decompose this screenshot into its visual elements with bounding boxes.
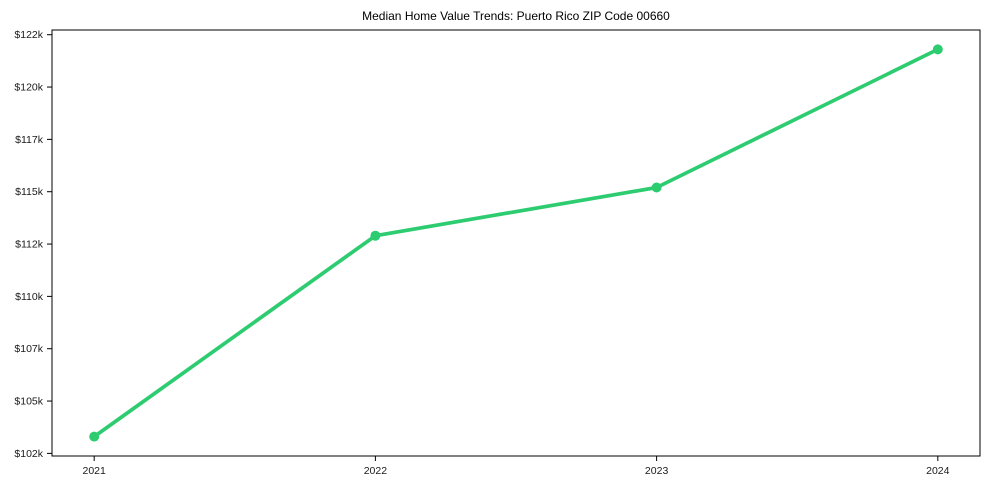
data-point-2021 [89,431,100,442]
x-tick-label: 2021 [83,465,107,477]
y-tick-label: $102k [14,448,43,460]
x-axis: 2021 2022 2023 2024 [83,456,950,477]
plot-area-border [51,29,981,457]
y-tick-label: $110k [15,291,44,303]
y-axis: $102k $105k $107k $110k $112k $115k $117k $120k… [14,29,52,460]
y-tick-label: $117k [15,134,44,146]
y-tick-label: $120k [14,82,43,94]
home-value-line [92,47,940,439]
data-point-2022 [370,230,381,241]
x-tick-label: 2022 [364,465,388,477]
data-point-2024 [932,44,943,55]
y-tick-label: $107k [14,343,43,355]
x-tick-label: 2023 [645,465,669,477]
y-tick-label: $112k [15,239,44,251]
y-tick-label: $105k [14,396,43,408]
x-tick-label: 2024 [926,465,950,477]
y-tick-label: $115k [15,186,44,198]
data-point-2023 [651,182,662,193]
series-median-home-value [89,44,943,442]
chart-title: Median Home Value Trends: Puerto Rico ZI… [362,9,670,23]
y-tick-label: $122k [14,29,43,41]
